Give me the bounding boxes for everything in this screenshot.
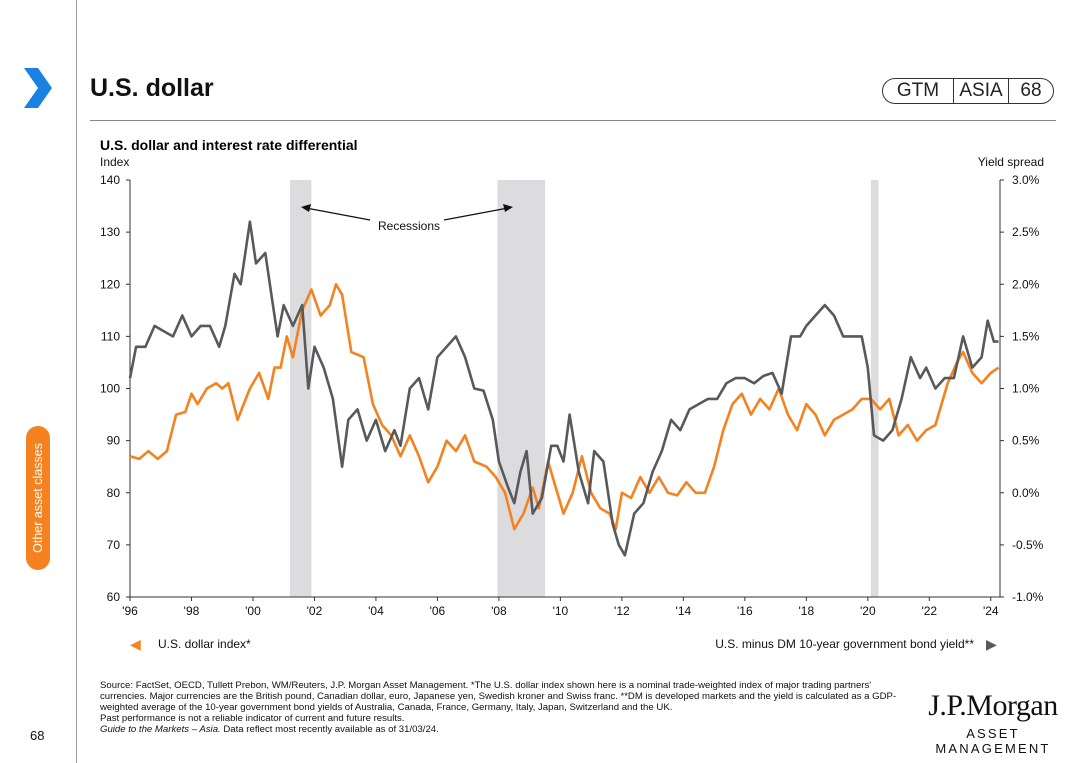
annotation-arrowhead-right — [503, 204, 513, 212]
legend-dollar-label: U.S. dollar index* — [158, 637, 251, 651]
chart-title: U.S. dollar and interest rate differenti… — [100, 137, 358, 153]
right-tick-label: 1.5% — [1012, 329, 1040, 343]
section-tab[interactable]: Other asset classes — [26, 426, 50, 570]
page-title: U.S. dollar — [90, 74, 214, 102]
x-tick-label: '96 — [122, 604, 138, 618]
chevron-right-icon — [24, 68, 52, 108]
x-tick-label: '16 — [737, 604, 753, 618]
gtm-badge: GTM ASIA 68 — [882, 78, 1054, 104]
left-tick-label: 60 — [107, 590, 121, 604]
annotation-arrow-right — [443, 207, 509, 221]
right-axis-label: Yield spread — [978, 155, 1044, 169]
right-tick-label: 2.0% — [1012, 277, 1040, 291]
legend-spread-marker: ▶ — [986, 636, 997, 652]
left-tick-label: 90 — [107, 434, 121, 448]
badge-region: ASIA — [954, 79, 1009, 103]
x-tick-label: '00 — [245, 604, 261, 618]
x-tick-label: '24 — [983, 604, 999, 618]
x-tick-label: '98 — [184, 604, 200, 618]
guide-title: Guide to the Markets – Asia. — [100, 724, 221, 735]
recession-band — [289, 180, 312, 597]
right-tick-label: -1.0% — [1012, 590, 1044, 604]
logo-wordmark: J.P.Morgan — [928, 689, 1058, 722]
data-note: Data reflect most recently available as … — [220, 724, 439, 735]
x-tick-label: '22 — [921, 604, 937, 618]
x-tick-label: '04 — [368, 604, 384, 618]
dollar-index-line — [129, 283, 1000, 531]
left-tick-label: 100 — [100, 382, 120, 396]
right-tick-label: 0.5% — [1012, 434, 1040, 448]
source-note: Source: FactSet, OECD, Tullett Prebon, W… — [100, 680, 900, 735]
margin-divider — [76, 0, 77, 763]
jpmorgan-logo: J.P.Morgan ASSET MANAGEMENT — [906, 689, 1080, 757]
x-tick-label: '02 — [307, 604, 323, 618]
right-tick-label: 2.5% — [1012, 225, 1040, 239]
right-tick-label: 1.0% — [1012, 382, 1040, 396]
recession-band — [497, 180, 546, 597]
disclaimer-text: Past performance is not a reliable indic… — [100, 713, 405, 724]
logo-subtitle: ASSET MANAGEMENT — [935, 726, 1051, 756]
annotation-arrowhead-left — [301, 204, 311, 212]
left-tick-label: 120 — [100, 277, 120, 291]
right-tick-label: 0.0% — [1012, 486, 1040, 500]
x-tick-label: '06 — [430, 604, 446, 618]
left-tick-label: 80 — [107, 486, 121, 500]
left-axis-label: Index — [100, 155, 129, 169]
left-tick-label: 130 — [100, 225, 120, 239]
recession-annotation: Recessions — [378, 219, 440, 233]
guide-line: Guide to the Markets – Asia. Data reflec… — [100, 724, 900, 735]
source-text: Source: FactSet, OECD, Tullett Prebon, W… — [100, 680, 897, 713]
annotation-arrow-left — [305, 207, 371, 221]
x-tick-label: '20 — [860, 604, 876, 618]
legend-dollar-marker: ◀ — [130, 636, 141, 652]
page-number: 68 — [30, 728, 45, 743]
x-tick-label: '08 — [491, 604, 507, 618]
badge-page: 68 — [1020, 80, 1042, 101]
header-divider — [90, 120, 1056, 121]
x-tick-label: '12 — [614, 604, 630, 618]
x-tick-label: '10 — [553, 604, 569, 618]
left-tick-label: 110 — [101, 329, 120, 343]
left-tick-label: 70 — [107, 538, 121, 552]
badge-gtm: GTM — [883, 79, 954, 103]
chart: Index Yield spread 140 130 120 110 100 90 80 70 60… — [100, 155, 1044, 652]
right-tick-label: 3.0% — [1012, 173, 1040, 187]
recession-band — [870, 180, 879, 597]
x-tick-label: '18 — [799, 604, 815, 618]
x-tick-label: '14 — [676, 604, 692, 618]
left-tick-label: 140 — [100, 173, 120, 187]
right-tick-label: -0.5% — [1012, 538, 1044, 552]
yield-spread-line — [128, 220, 999, 557]
legend-spread-label: U.S. minus DM 10-year government bond yi… — [715, 637, 974, 651]
